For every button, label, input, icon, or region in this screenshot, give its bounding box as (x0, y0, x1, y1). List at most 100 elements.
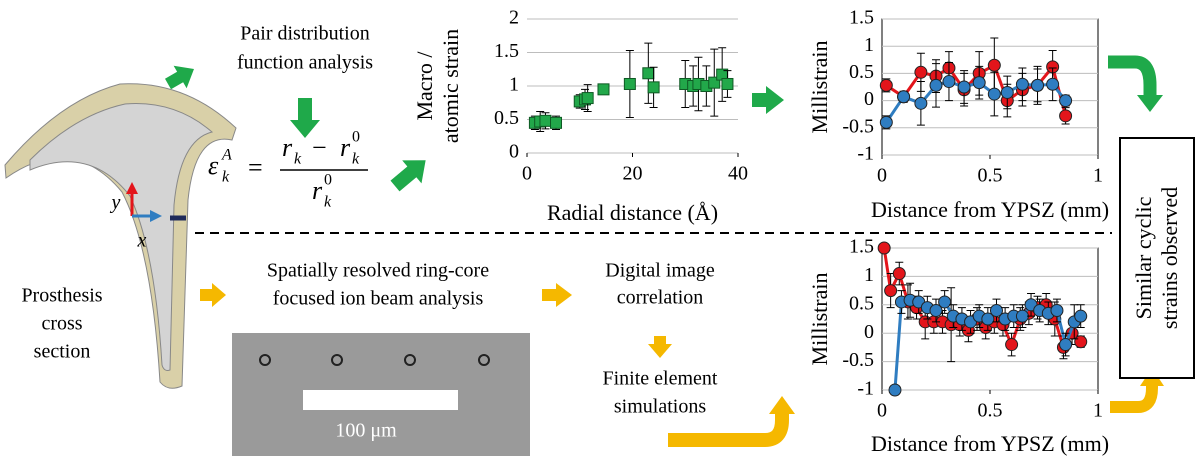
point (957, 80, 971, 94)
fe-label: simulations (614, 396, 706, 418)
point (1059, 338, 1073, 352)
x-tick-label: 1 (1093, 165, 1103, 187)
x-tick-label: 1 (1093, 400, 1103, 422)
prosthesis-label: cross (41, 313, 82, 335)
plot-frame (881, 18, 1099, 156)
x-tick-label: 40 (728, 163, 748, 185)
x-tick-label: 0 (877, 165, 887, 187)
pdf-label: Pair distribution (240, 23, 369, 45)
point (879, 78, 893, 92)
y-axis-label: Millistrain (807, 41, 832, 134)
point (623, 77, 636, 90)
y-tick-label: 1 (864, 34, 874, 56)
point (888, 383, 902, 397)
point (581, 92, 594, 105)
dic-label: Digital image (605, 260, 715, 282)
y-tick-label: 1 (509, 74, 519, 96)
conclusion-box (1119, 137, 1195, 379)
point (884, 284, 898, 298)
eq-minus: − (312, 133, 327, 162)
eq-r: r (340, 133, 351, 162)
point (987, 87, 1001, 101)
x-axis-label: Distance from YPSZ (mm) (871, 431, 1109, 456)
scale-bar (303, 390, 458, 410)
y-tick-label: 1.5 (494, 40, 519, 62)
eq-sup: A (221, 147, 232, 164)
point (597, 83, 610, 96)
axis-x-label: x (137, 230, 147, 252)
pdf-label: function analysis (237, 52, 373, 74)
x-tick-label: 20 (623, 163, 643, 185)
arrow (390, 160, 426, 192)
ring-core (478, 354, 490, 366)
arrow-head (769, 396, 795, 414)
x-arrow-head (150, 210, 162, 222)
point (1050, 303, 1064, 317)
eq-sup: 0 (324, 172, 332, 189)
y-axis-label: Millistrain (807, 273, 832, 366)
ring-core (331, 354, 343, 366)
dic-label: correlation (617, 287, 704, 309)
point (1074, 335, 1088, 349)
point (877, 241, 891, 255)
arrow (542, 283, 572, 307)
eq-sup: 0 (352, 129, 360, 146)
point (879, 115, 893, 129)
point (892, 267, 906, 281)
x-tick-label: 0 (877, 400, 887, 422)
eq-r: r (312, 176, 323, 205)
conclusion-text: Similar cyclic (1131, 196, 1156, 319)
y-tick-label: 0.5 (849, 292, 874, 314)
point (550, 116, 563, 129)
axis-y-label: y (110, 192, 121, 214)
x-axis-label: Distance from YPSZ (mm) (871, 197, 1109, 222)
y-tick-label: 0.5 (494, 107, 519, 129)
point (1031, 78, 1045, 92)
arrow (290, 98, 320, 138)
y-tick-label: 2 (509, 7, 519, 29)
y-tick-label: 1.5 (849, 236, 874, 258)
point (1015, 309, 1029, 323)
curved-arrow (668, 412, 789, 447)
point (914, 96, 928, 110)
ringcore-label: focused ion beam analysis (273, 288, 484, 310)
curved-arrow (1108, 55, 1157, 95)
ring-cores (259, 354, 490, 366)
green-arrows (165, 55, 1163, 192)
orange-arrows (200, 283, 1164, 447)
point (981, 312, 995, 326)
point (1059, 94, 1073, 108)
point (539, 114, 552, 127)
eq-r: r (282, 133, 293, 162)
point (1000, 85, 1014, 99)
point (647, 81, 660, 94)
point (989, 303, 1003, 317)
y-tick-label: 0 (864, 321, 874, 343)
point (929, 303, 943, 317)
point (642, 67, 655, 80)
x-axis-label: Radial distance (Å) (547, 200, 718, 225)
arrow-head (1137, 95, 1163, 112)
eq-sub: k (324, 194, 332, 211)
y-tick-label: 1 (864, 264, 874, 286)
y-tick-label: -0.5 (842, 115, 874, 137)
y-arrow-head (126, 182, 138, 194)
x-tick-label: 0.5 (978, 165, 1003, 187)
y-tick-label: -0.5 (842, 349, 874, 371)
arrow (165, 65, 194, 90)
point (897, 90, 911, 104)
point (1015, 77, 1029, 91)
point (1074, 309, 1088, 323)
y-tick-label: 0 (509, 141, 519, 163)
y-axis-label: atomic strain (438, 29, 463, 143)
x-tick-label: 0 (522, 163, 532, 185)
point (721, 77, 734, 90)
eq-sub: k (294, 151, 302, 168)
point (929, 78, 943, 92)
point (1059, 109, 1073, 123)
curved-arrow (1110, 384, 1158, 413)
eq-sub: k (352, 151, 360, 168)
scale-label: 100 μm (335, 420, 397, 442)
ring-core (404, 354, 416, 366)
